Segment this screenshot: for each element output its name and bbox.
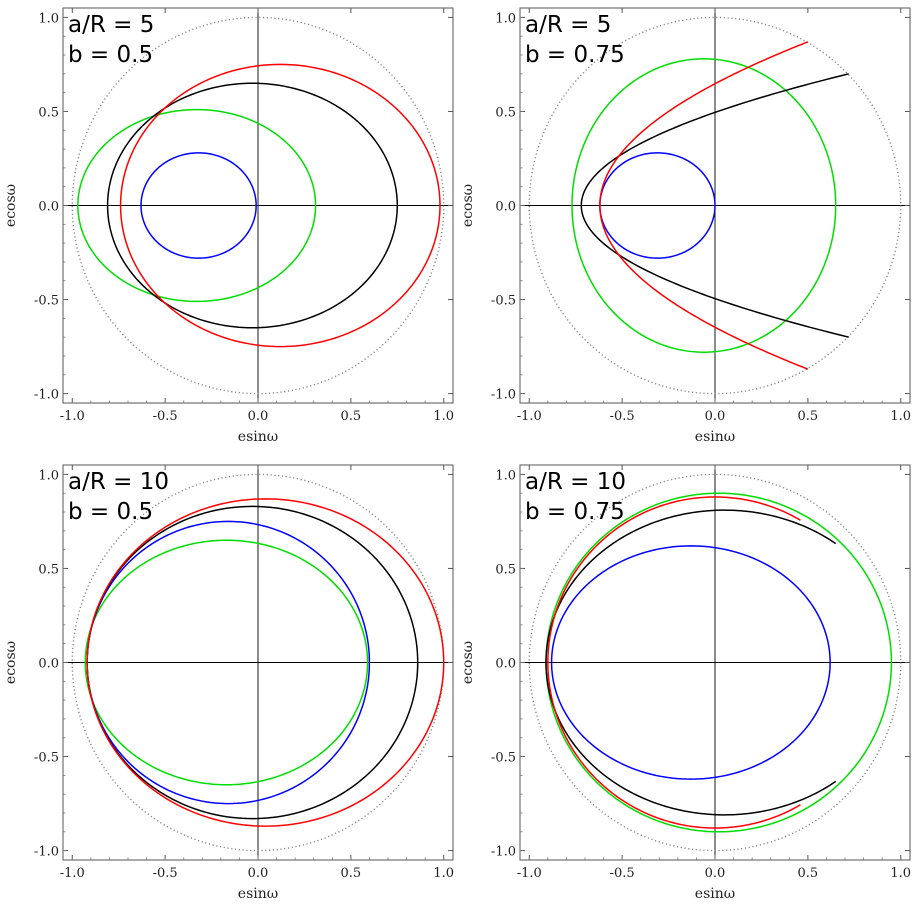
panel-annotation: b = 0.75 [525, 42, 625, 68]
x-tick-label: -1.0 [517, 409, 542, 424]
chart-panel-1: -1.0 -0.5 0.0 0.5 1.0 -1.0 -0.5 0.0 0.5 1.0 esinω e… [3, 7, 454, 445]
chart-panel-3: -1.0 -0.5 0.0 0.5 1.0 -1.0 -0.5 0.0 0.5 1.0 esinω e… [3, 464, 454, 902]
chart-panel-4: -1.0 -0.5 0.0 0.5 1.0 -1.0 -0.5 0.0 0.5 1.0 esinω e… [460, 464, 911, 902]
y-tick-label: -1.0 [491, 845, 516, 860]
x-tick-label: 0.5 [341, 866, 362, 881]
y-tick-label: -1.0 [491, 388, 516, 403]
unit-circle-reference [528, 16, 902, 395]
y-tick-label: 0.0 [495, 657, 516, 672]
x-tick-label: 0.5 [341, 409, 362, 424]
series-curve-4 [599, 41, 809, 370]
y-tick-label: 0.5 [495, 562, 516, 577]
x-tick-label: 1.0 [433, 409, 454, 424]
y-tick-label: 0.0 [38, 657, 59, 672]
y-tick-label: 1.0 [38, 11, 59, 26]
series-curve-3 [106, 82, 399, 329]
x-tick-label: -1.0 [60, 866, 85, 881]
y-tick-label: -1.0 [34, 388, 59, 403]
series-curve-1 [550, 545, 831, 780]
x-tick-label: -1.0 [60, 409, 85, 424]
x-axis-label: esinω [695, 886, 735, 902]
x-tick-label: 0.5 [798, 866, 819, 881]
x-tick-label: 0.0 [248, 866, 269, 881]
unit-circle-reference [71, 16, 445, 395]
x-tick-label: 1.0 [890, 866, 911, 881]
y-tick-label: 0.0 [38, 200, 59, 215]
series-curve-2 [77, 108, 317, 303]
y-tick-label: -0.5 [491, 294, 516, 309]
y-tick-label: -1.0 [34, 845, 59, 860]
series-curve-3 [580, 73, 849, 338]
x-axis-label: esinω [695, 429, 735, 445]
unit-circle-reference [528, 473, 902, 852]
panel-annotation: b = 0.5 [68, 42, 153, 68]
x-axis-label: esinω [238, 886, 278, 902]
x-tick-label: -1.0 [517, 866, 542, 881]
chart-panel-2: -1.0 -0.5 0.0 0.5 1.0 -1.0 -0.5 0.0 0.5 1.0 esinω e… [460, 7, 911, 445]
x-tick-label: 0.5 [798, 409, 819, 424]
series-curve-1 [84, 539, 369, 786]
series-curve-4 [86, 498, 445, 827]
x-tick-label: 0.0 [705, 409, 726, 424]
x-tick-label: 0.0 [248, 409, 269, 424]
x-tick-label: 1.0 [890, 409, 911, 424]
panel-annotation: a/R = 10 [525, 469, 626, 495]
panel-annotation: b = 0.75 [525, 499, 625, 525]
y-axis-label: ecosω [460, 641, 476, 684]
series-curve-2 [571, 58, 837, 353]
y-tick-label: 0.5 [38, 105, 59, 120]
x-tick-label: 0.0 [705, 866, 726, 881]
y-tick-label: 1.0 [38, 468, 59, 483]
series-curve-4 [119, 63, 441, 348]
y-axis-label: ecosω [3, 641, 19, 684]
x-tick-label: -0.5 [610, 409, 635, 424]
series-curve-4 [547, 496, 801, 829]
x-tick-label: -0.5 [153, 409, 178, 424]
x-tick-label: 1.0 [433, 866, 454, 881]
unit-circle-reference [71, 473, 445, 852]
panel-annotation: a/R = 5 [525, 12, 611, 38]
y-tick-label: 0.5 [38, 562, 59, 577]
panel-annotation: a/R = 10 [68, 469, 169, 495]
panel-annotation: a/R = 5 [68, 12, 154, 38]
series-curve-3 [545, 509, 837, 816]
x-tick-label: -0.5 [153, 866, 178, 881]
y-tick-label: 0.5 [495, 105, 516, 120]
y-tick-label: 1.0 [495, 468, 516, 483]
series-curve-1 [140, 152, 257, 259]
y-tick-label: -0.5 [491, 751, 516, 766]
y-axis-label: ecosω [460, 184, 476, 227]
y-tick-label: -0.5 [34, 751, 59, 766]
x-tick-label: -0.5 [610, 866, 635, 881]
y-axis-label: ecosω [3, 184, 19, 227]
y-tick-label: 1.0 [495, 11, 516, 26]
panel-annotation: b = 0.5 [68, 499, 153, 525]
y-tick-label: 0.0 [495, 200, 516, 215]
x-axis-label: esinω [238, 429, 278, 445]
y-tick-label: -0.5 [34, 294, 59, 309]
